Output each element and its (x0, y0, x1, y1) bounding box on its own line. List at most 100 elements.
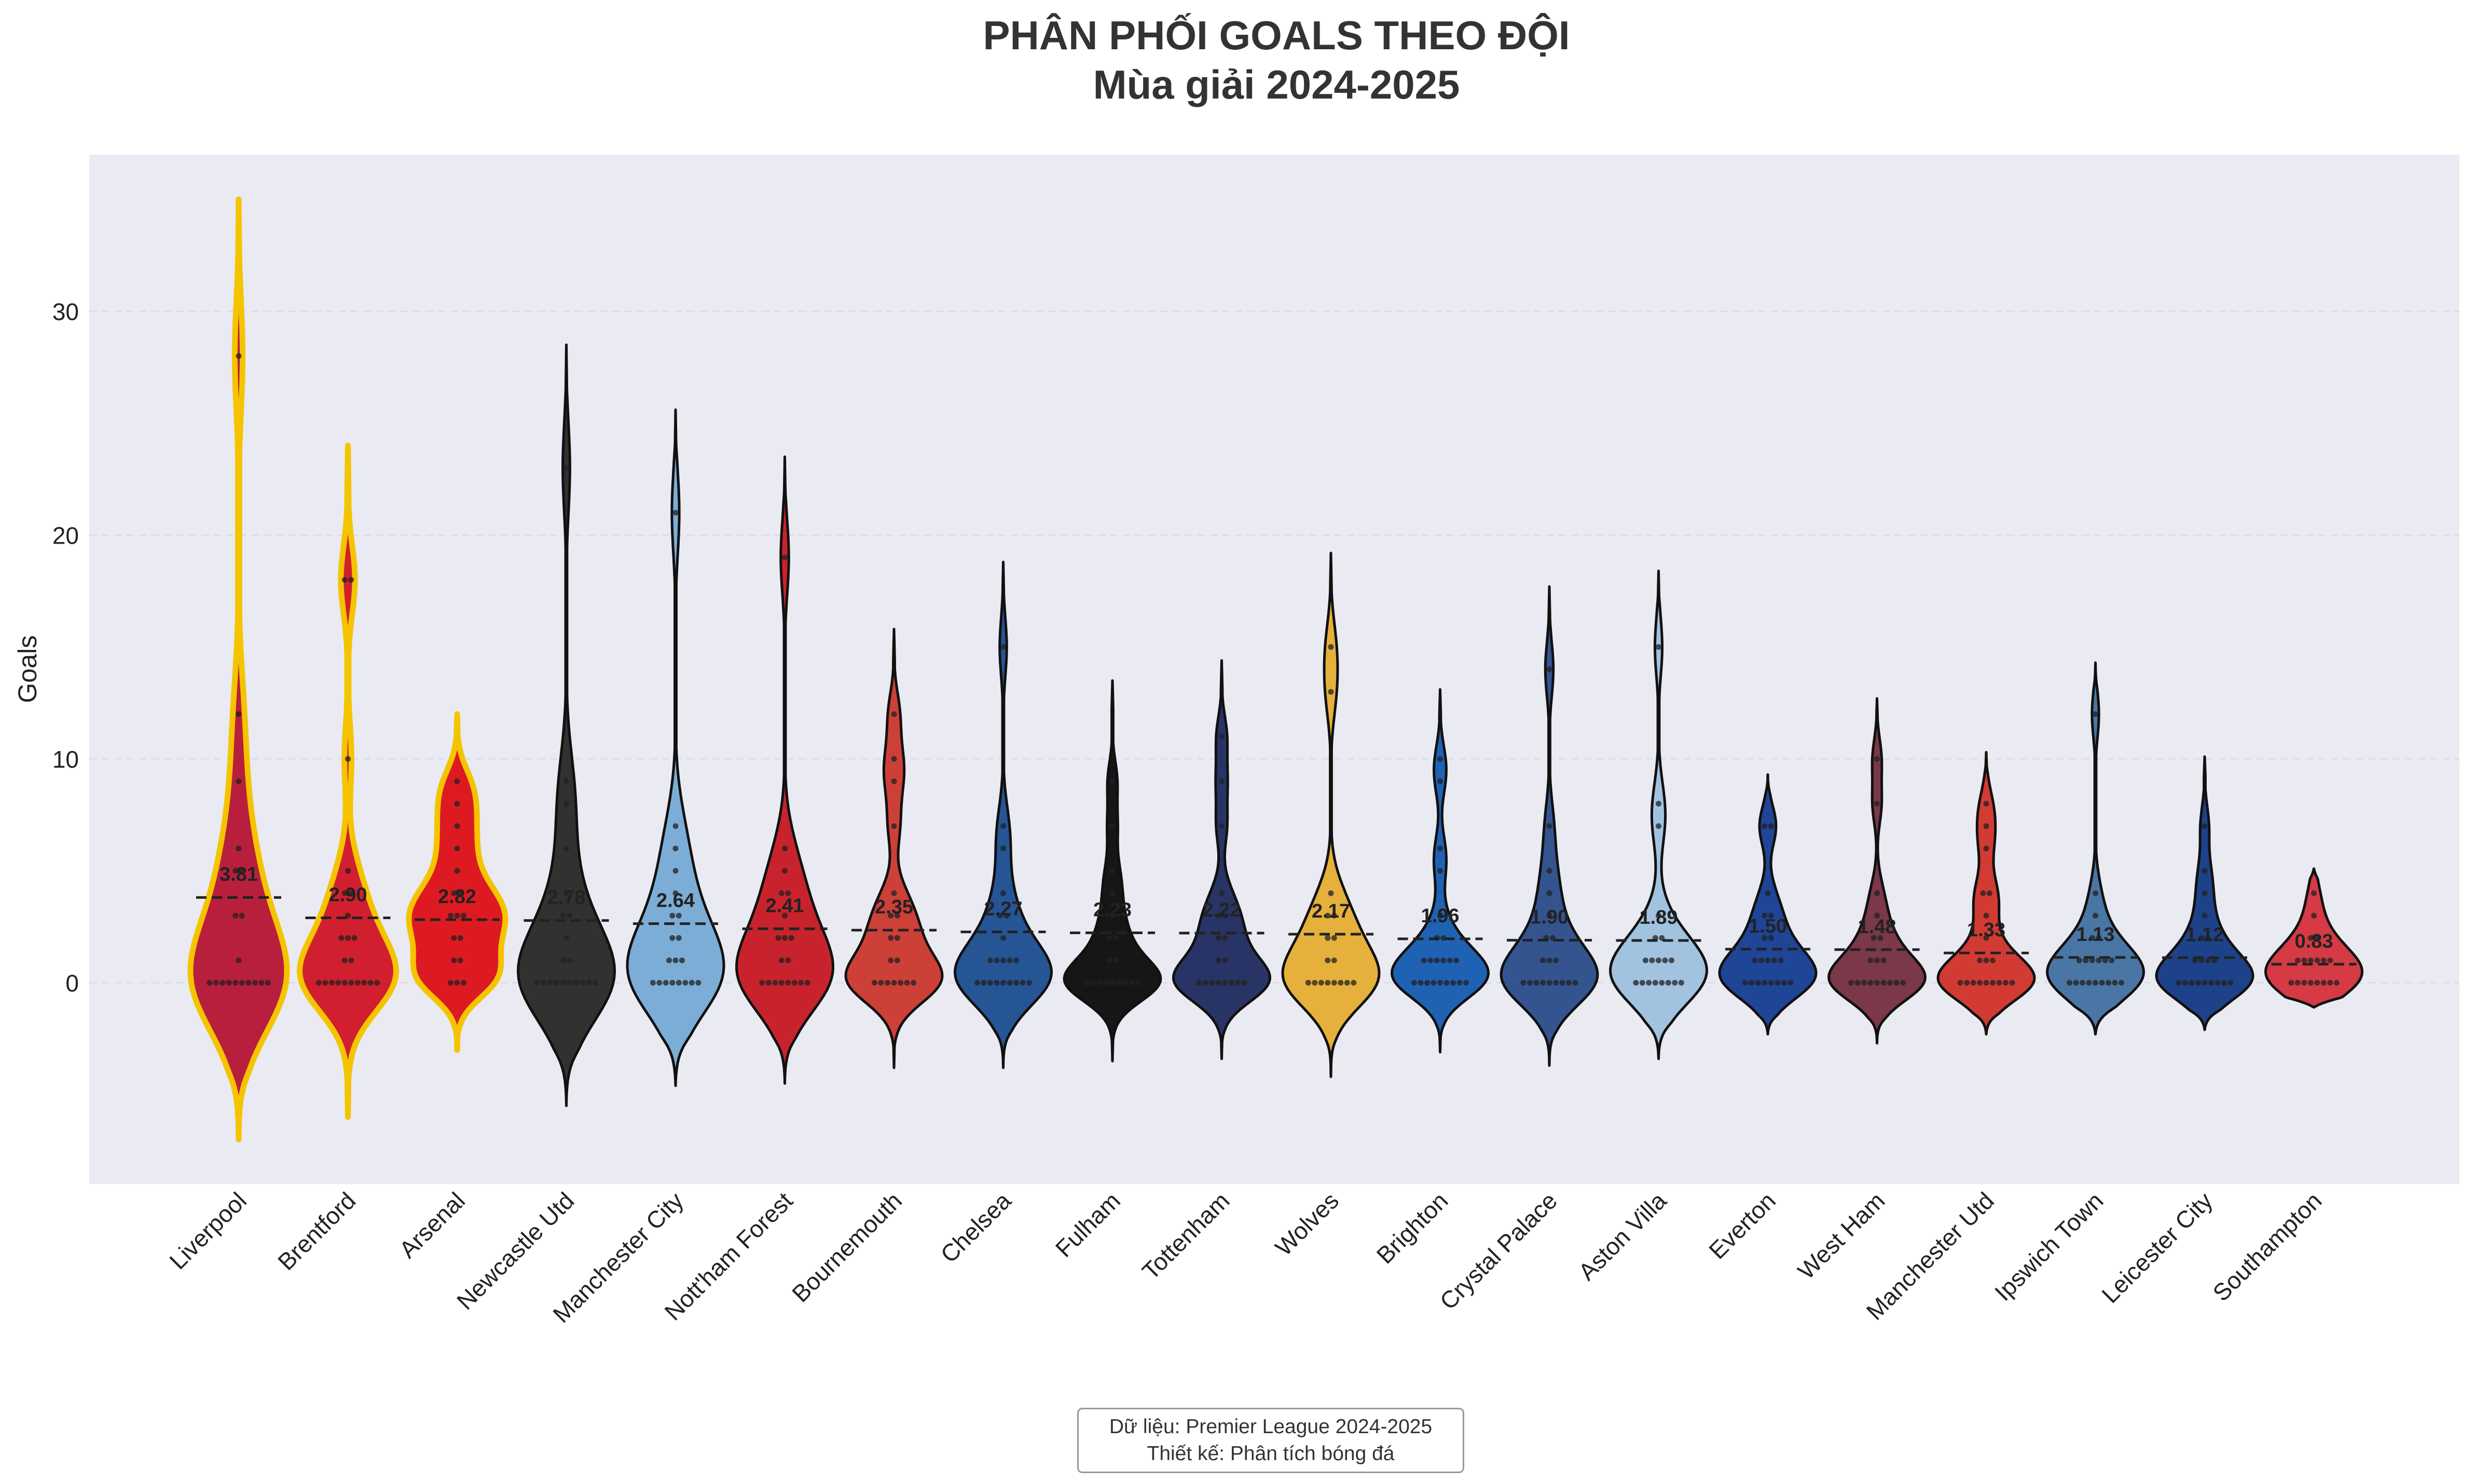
violin-newcastle-utd: 2.78 (517, 343, 616, 1107)
data-point (894, 912, 900, 919)
data-point (1453, 958, 1460, 963)
data-point (1546, 667, 1552, 672)
data-point (782, 935, 788, 941)
data-point (454, 800, 460, 807)
mean-label: 2.17 (1312, 900, 1350, 922)
data-point (669, 980, 676, 986)
data-point (563, 935, 569, 941)
data-point (1768, 980, 1774, 986)
data-point (1411, 980, 1417, 986)
data-point (1633, 980, 1639, 986)
data-point (2089, 935, 2095, 941)
data-point (1222, 935, 1228, 941)
data-point (1867, 958, 1874, 963)
data-point (2086, 980, 2092, 986)
data-point (348, 958, 354, 963)
data-point (1443, 980, 1450, 986)
data-point (345, 935, 351, 941)
data-point (1013, 958, 1019, 963)
data-point (1215, 980, 1221, 986)
data-point (1867, 980, 1874, 986)
data-point (911, 980, 916, 986)
data-point (1874, 800, 1880, 807)
data-point (1977, 958, 1983, 963)
data-point (1000, 845, 1006, 852)
data-point (1553, 980, 1559, 986)
data-point (345, 868, 351, 874)
data-point (1572, 980, 1578, 986)
mean-label: 2.35 (875, 896, 913, 918)
data-point (1325, 958, 1331, 963)
data-point (804, 980, 810, 986)
data-point (567, 912, 573, 919)
data-point (1639, 980, 1645, 986)
data-point (1109, 778, 1116, 784)
data-point (987, 958, 993, 963)
data-point (1351, 980, 1357, 986)
data-point (1437, 756, 1443, 762)
data-point (1437, 845, 1443, 852)
data-point (1318, 980, 1324, 986)
data-point (2228, 980, 2234, 986)
data-point (1331, 935, 1337, 941)
data-point (1957, 980, 1963, 986)
data-point (1983, 823, 1989, 829)
data-point (765, 980, 772, 986)
data-point (785, 958, 791, 963)
data-point (567, 980, 573, 986)
violin-arsenal: 2.82 (406, 711, 508, 1053)
data-point (236, 711, 242, 717)
data-point (1874, 912, 1880, 919)
data-point (1109, 980, 1116, 986)
data-point (1765, 890, 1771, 896)
footer-credit-box: Dữ liệu: Premier League 2024-2025 Thiết … (1077, 1408, 1464, 1473)
data-point (1983, 935, 1989, 941)
data-point (328, 980, 335, 986)
data-point (2003, 980, 2009, 986)
x-tick-label: Arsenal (394, 1187, 470, 1263)
violin-manchester-utd: 1.33 (1936, 751, 2036, 1036)
data-point (1013, 980, 1019, 986)
data-point (1656, 644, 1661, 650)
data-point (2208, 980, 2214, 986)
data-point (322, 980, 328, 986)
data-point (894, 958, 900, 963)
data-point (891, 980, 897, 986)
data-point (1235, 980, 1241, 986)
data-point (1877, 935, 1883, 941)
footer-design-credit: Thiết kế: Phân tích bóng đá (1147, 1443, 1395, 1465)
data-point (1219, 823, 1225, 829)
data-point (669, 912, 676, 919)
data-point (663, 980, 669, 986)
data-point (2215, 980, 2221, 986)
data-point (650, 980, 656, 986)
data-point (1129, 980, 1135, 986)
data-point (1742, 980, 1748, 986)
data-point (2189, 980, 2195, 986)
mean-label: 1.12 (2185, 924, 2224, 946)
data-point (656, 980, 663, 986)
y-axis-ticks: 0 10 20 30 (52, 298, 79, 997)
data-point (1328, 890, 1334, 896)
data-point (791, 980, 798, 986)
mean-label: 3.81 (219, 864, 258, 885)
data-point (888, 958, 894, 963)
data-point (785, 890, 791, 896)
data-point (1000, 980, 1006, 986)
data-point (2119, 980, 2124, 986)
data-point (1215, 935, 1221, 941)
data-point (2202, 980, 2208, 986)
data-point (2093, 890, 2098, 896)
data-point (236, 958, 242, 963)
data-point (1893, 980, 1900, 986)
data-point (2327, 958, 2333, 963)
data-point (2073, 980, 2079, 986)
data-point (2294, 958, 2301, 963)
x-tick-label: West Ham (1793, 1187, 1890, 1284)
data-point (1540, 958, 1546, 963)
data-point (1325, 912, 1331, 919)
data-point (457, 958, 463, 963)
data-point (1421, 958, 1427, 963)
data-point (782, 554, 788, 561)
data-point (1328, 644, 1334, 650)
